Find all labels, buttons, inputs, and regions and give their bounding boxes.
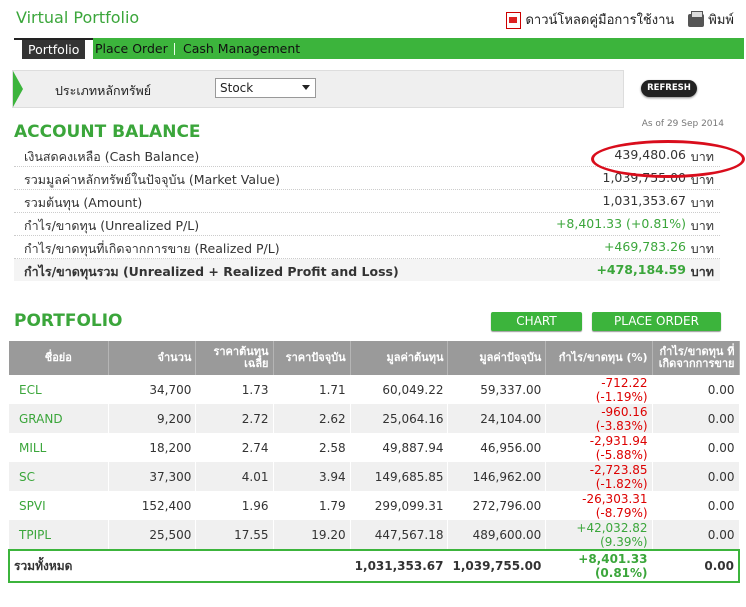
tab-cash-management[interactable]: Cash Management xyxy=(183,41,301,56)
account-balance-list: เงินสดคงเหลือ (Cash Balance) 439,480.06 บา… xyxy=(14,144,720,281)
arrow-icon xyxy=(13,71,23,107)
page-title: Virtual Portfolio xyxy=(16,8,140,27)
top-links: ดาวน์โหลดคู่มือการใช้งาน พิมพ์ xyxy=(506,9,734,30)
download-manual-link[interactable]: ดาวน์โหลดคู่มือการใช้งาน xyxy=(506,9,674,30)
security-type-filter: ประเภทหลักทรัพย์ Stock xyxy=(12,70,624,108)
tab-place-order[interactable]: Place Order xyxy=(95,41,168,56)
table-header: ชื่อย่อ จำนวน ราคาต้นทุนเฉลี่ย ราคาปัจจุ… xyxy=(9,341,740,375)
chart-button[interactable]: CHART xyxy=(491,312,582,331)
security-type-label: ประเภทหลักทรัพย์ xyxy=(55,83,152,98)
symbol-link[interactable]: GRAND xyxy=(9,404,109,433)
symbol-link[interactable]: SC xyxy=(9,462,109,491)
symbol-link[interactable]: SPVI xyxy=(9,491,109,520)
col-symbol[interactable]: ชื่อย่อ xyxy=(9,341,109,375)
col-avg-cost[interactable]: ราคาต้นทุนเฉลี่ย xyxy=(195,341,274,375)
as-of-date: As of 29 Sep 2014 xyxy=(641,119,724,129)
table-row: GRAND 9,200 2.72 2.62 25,064.16 24,104.0… xyxy=(9,404,740,433)
col-market-value[interactable]: มูลค่าปัจจุบัน xyxy=(447,341,547,375)
total-row: รวมทั้งหมด 1,031,353.67 1,039,755.00 +8,… xyxy=(7,549,740,583)
table-row: TPIPL 25,500 17.55 19.20 447,567.18 489,… xyxy=(9,520,740,550)
portfolio-table: ชื่อย่อ จำนวน ราคาต้นทุนเฉลี่ย ราคาปัจจุ… xyxy=(7,341,740,583)
cash-balance-highlight xyxy=(591,140,745,178)
total-pl-row: กำไร/ขาดทุนรวม (Unrealized + Realized Pr… xyxy=(14,259,720,281)
nav-divider xyxy=(174,43,175,55)
table-row: MILL 18,200 2.74 2.58 49,887.94 46,956.0… xyxy=(9,433,740,462)
security-type-select[interactable]: Stock xyxy=(215,78,316,98)
unrealized-pl-row: กำไร/ขาดทุน (Unrealized P/L) +8,401.33 (+… xyxy=(14,213,720,236)
symbol-link[interactable]: MILL xyxy=(9,433,109,462)
table-row: SPVI 152,400 1.96 1.79 299,099.31 272,79… xyxy=(9,491,740,520)
symbol-link[interactable]: TPIPL xyxy=(9,520,109,550)
realized-pl-row: กำไร/ขาดทุนที่เกิดจากการขาย (Realized P/… xyxy=(14,236,720,259)
table-row: ECL 34,700 1.73 1.71 60,049.22 59,337.00… xyxy=(9,375,740,404)
symbol-link[interactable]: ECL xyxy=(9,375,109,404)
chevron-down-icon xyxy=(302,85,310,90)
col-price[interactable]: ราคาปัจจุบัน xyxy=(273,341,351,375)
pdf-icon xyxy=(506,12,522,29)
printer-icon xyxy=(688,11,705,27)
col-quantity[interactable]: จำนวน xyxy=(108,341,197,375)
table-row: SC 37,300 4.01 3.94 149,685.85 146,962.0… xyxy=(9,462,740,491)
col-pl-pct[interactable]: กำไร/ขาดทุน (%) xyxy=(545,341,653,375)
account-balance-heading: ACCOUNT BALANCE xyxy=(14,122,201,142)
amount-row: รวมต้นทุน (Amount) 1,031,353.67 บาท xyxy=(14,190,720,213)
col-realized-pl[interactable]: กำไร/ขาดทุน ที่เกิดจากการขาย xyxy=(652,341,740,375)
tab-portfolio[interactable]: Portfolio xyxy=(14,38,94,59)
col-cost-value[interactable]: มูลค่าต้นทุน xyxy=(350,341,449,375)
portfolio-heading: PORTFOLIO xyxy=(14,311,123,331)
place-order-button[interactable]: PLACE ORDER xyxy=(592,312,721,331)
refresh-button[interactable]: REFRESH xyxy=(641,80,697,97)
market-value-row: รวมมูลค่าหลักทรัพย์ในปัจจุบัน (Market Va… xyxy=(14,167,720,190)
print-link[interactable]: พิมพ์ xyxy=(688,9,734,30)
nav-bar: Portfolio Place Order Cash Management xyxy=(14,38,744,59)
